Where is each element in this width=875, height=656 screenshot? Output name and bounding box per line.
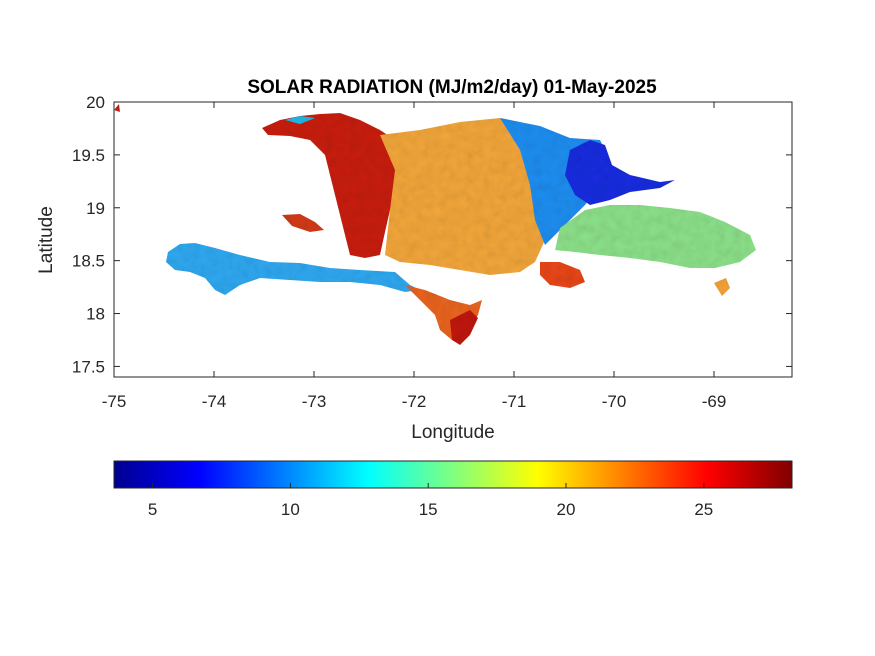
colorbar <box>113 460 793 489</box>
region-southern-peninsula <box>166 243 420 295</box>
region-eastern-plains <box>555 205 756 268</box>
colorbar-tick-label: 5 <box>148 500 157 519</box>
region-gonave-island <box>282 214 324 232</box>
x-tick-label: -74 <box>202 392 227 411</box>
y-tick-label: 19.5 <box>72 146 105 165</box>
region-saona-island <box>714 278 730 296</box>
region-pedernales <box>450 310 478 345</box>
region-south-coast <box>540 262 585 288</box>
hispaniola-landmass <box>114 104 756 345</box>
region-central <box>380 118 545 275</box>
y-tick-label: 18 <box>86 305 105 324</box>
map-layer <box>114 104 756 345</box>
region-tortuga <box>285 116 315 124</box>
colorbar-tick-label: 15 <box>419 500 438 519</box>
x-tick-label: -71 <box>502 392 527 411</box>
y-tick-label: 17.5 <box>72 357 105 376</box>
x-axis-title: Longitude <box>411 422 494 443</box>
y-tick-label: 18.5 <box>72 252 105 271</box>
x-tick-label: -70 <box>602 392 627 411</box>
colorbar-tick-label: 25 <box>694 500 713 519</box>
y-axis: 17.5 18 18.5 19 19.5 20 <box>72 93 792 376</box>
colorbar-ticks: 5 10 15 20 25 <box>148 483 713 519</box>
x-tick-label: -73 <box>302 392 327 411</box>
y-tick-label: 19 <box>86 199 105 218</box>
chart-title: SOLAR RADIATION (MJ/m2/day) 01-May-2025 <box>247 77 657 98</box>
y-axis-title: Latitude <box>36 206 57 274</box>
region-northwest-haiti <box>262 113 400 258</box>
region-corner-speck <box>114 104 120 112</box>
colorbar-tick-label: 10 <box>281 500 300 519</box>
x-tick-label: -72 <box>402 392 427 411</box>
y-tick-label: 20 <box>86 93 105 112</box>
x-tick-label: -75 <box>102 392 127 411</box>
region-northeast <box>565 140 675 205</box>
colorbar-tick-label: 20 <box>557 500 576 519</box>
x-axis: -75 -74 -73 -72 -71 -70 -69 <box>102 102 727 411</box>
x-tick-label: -69 <box>702 392 727 411</box>
